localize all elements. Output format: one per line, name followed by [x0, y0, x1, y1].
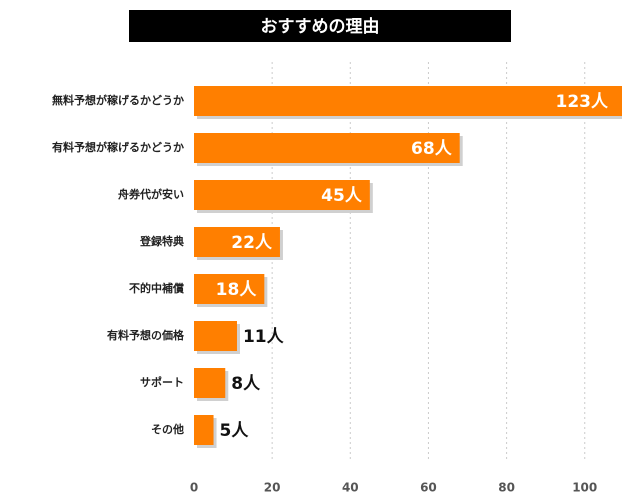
category-label: 無料予想が稼げるかどうか — [52, 93, 184, 107]
value-label: 68人 — [411, 139, 453, 159]
category-label: サポート — [140, 375, 184, 389]
value-label: 45人 — [321, 186, 363, 206]
category-label: 登録特典 — [139, 234, 184, 248]
value-label: 11人 — [243, 327, 285, 347]
value-label: 22人 — [231, 233, 273, 253]
category-label: 不的中補償 — [129, 281, 185, 295]
bar — [194, 321, 237, 351]
bar — [194, 368, 226, 398]
x-tick-label: 80 — [498, 481, 515, 495]
category-label: 舟券代が安い — [118, 187, 184, 201]
chart-title: おすすめの理由 — [261, 16, 380, 37]
category-label: 有料予想の価格 — [107, 328, 185, 342]
x-tick-label: 100 — [572, 481, 597, 495]
bar — [194, 86, 622, 116]
x-tick-label: 0 — [190, 481, 198, 495]
title-box — [129, 10, 511, 42]
bar — [194, 274, 265, 304]
x-tick-label: 40 — [342, 481, 359, 495]
bar — [194, 227, 280, 257]
value-label: 123人 — [556, 92, 609, 112]
bar — [194, 180, 370, 210]
value-label: 5人 — [220, 421, 250, 441]
category-label: 有料予想が稼げるかどうか — [52, 140, 184, 154]
category-label: その他 — [151, 422, 184, 436]
bar — [194, 415, 214, 445]
x-tick-label: 20 — [264, 481, 281, 495]
value-label: 8人 — [231, 374, 261, 394]
bar — [194, 133, 460, 163]
value-label: 18人 — [216, 280, 258, 300]
x-tick-label: 60 — [420, 481, 437, 495]
